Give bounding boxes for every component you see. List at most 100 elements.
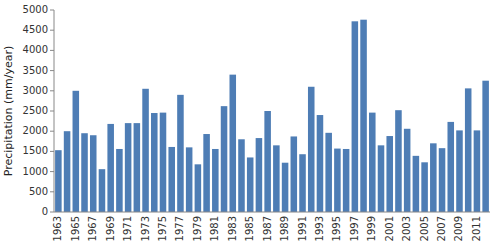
bar (73, 91, 80, 212)
bar (352, 21, 359, 212)
axes: 0 500 1000 1500 2000 2500 3000 3500 4000 4500 5000… (23, 4, 490, 241)
bar (160, 113, 167, 212)
bar (64, 131, 71, 212)
x-tick-label: 1973 (140, 216, 151, 241)
bar (55, 150, 62, 212)
y-tick-label: 3000 (23, 85, 48, 96)
x-tick-label: 1983 (227, 216, 238, 241)
x-tick-label: 1969 (105, 216, 116, 241)
x-tick-label: 1975 (157, 216, 168, 241)
bar (465, 88, 472, 212)
x-tick-label: 2011 (471, 216, 482, 241)
bar (474, 130, 481, 212)
y-tick (50, 90, 54, 91)
y-tick (50, 50, 54, 51)
y-tick (50, 10, 54, 11)
y-tick-label: 0 (42, 206, 48, 217)
bar (116, 149, 123, 212)
bar (142, 89, 149, 212)
bar (221, 106, 228, 212)
y-tick-label: 4000 (23, 44, 48, 55)
x-axis-line (54, 212, 490, 213)
y-tick (50, 212, 54, 213)
x-tick-label: 2005 (419, 216, 430, 241)
x-tick-label: 1993 (314, 216, 325, 241)
bar (273, 145, 280, 212)
bar (413, 156, 420, 212)
bar (282, 163, 289, 212)
bar (247, 157, 254, 212)
x-tick-label: 1971 (122, 216, 133, 241)
bar (186, 147, 193, 212)
bar (482, 81, 489, 212)
bar (203, 134, 210, 212)
bar (238, 139, 245, 212)
y-tick (50, 151, 54, 152)
y-tick (50, 191, 54, 192)
bar (264, 111, 271, 212)
x-tick-label: 1977 (174, 216, 185, 241)
bar (291, 136, 298, 212)
bar (125, 123, 132, 212)
bar (430, 143, 437, 212)
y-tick-label: 1000 (23, 166, 48, 177)
x-tick-label: 1995 (331, 216, 342, 241)
bar (421, 162, 428, 212)
x-tick-label: 1997 (349, 216, 360, 241)
x-tick-label: 2003 (401, 216, 412, 241)
bar (360, 20, 367, 212)
bar (81, 133, 88, 212)
bar (229, 75, 236, 212)
y-tick (50, 30, 54, 31)
y-tick-label: 5000 (23, 4, 48, 15)
bar (212, 149, 219, 212)
y-tick-label: 3500 (23, 65, 48, 76)
bar (378, 145, 385, 212)
bar (395, 110, 402, 212)
bar (90, 135, 97, 212)
bar (195, 164, 202, 212)
y-tick-label: 1500 (23, 145, 48, 156)
bar (334, 149, 341, 212)
bar (343, 149, 350, 212)
bar (168, 147, 175, 212)
bar (151, 113, 158, 212)
y-tick (50, 70, 54, 71)
x-tick-label: 1989 (279, 216, 290, 241)
x-tick-label: 2001 (384, 216, 395, 241)
bar (456, 130, 463, 212)
y-tick-label: 2500 (23, 105, 48, 116)
x-tick-label: 1965 (70, 216, 81, 241)
y-tick (50, 171, 54, 172)
bar (369, 113, 376, 212)
x-tick-label: 1999 (366, 216, 377, 241)
bar (256, 138, 263, 212)
bar (177, 95, 184, 212)
y-tick (50, 131, 54, 132)
x-tick-label: 1963 (52, 216, 63, 241)
bar (317, 115, 324, 212)
bar (134, 123, 141, 212)
x-tick-label: 1985 (244, 216, 255, 241)
x-tick-label: 2007 (436, 216, 447, 241)
bar (99, 169, 106, 212)
bar (107, 124, 114, 212)
bar (439, 148, 446, 212)
x-tick-label: 1991 (297, 216, 308, 241)
chart: 0 500 1000 1500 2000 2500 3000 3500 4000 4500 5000… (0, 0, 500, 252)
y-tick-label: 4500 (23, 24, 48, 35)
bar (308, 87, 315, 212)
x-tick-label: 1987 (262, 216, 273, 241)
y-tick-label: 2000 (23, 125, 48, 136)
y-tick (50, 111, 54, 112)
bar (404, 129, 411, 212)
y-tick-label: 500 (29, 186, 48, 197)
bars (55, 20, 489, 212)
bar (447, 122, 454, 212)
y-axis-label: Precipitation (mm/year) (2, 46, 15, 177)
x-tick-label: 2009 (453, 216, 464, 241)
bar (386, 136, 393, 212)
x-tick-label: 1967 (87, 216, 98, 241)
x-tick-label: 1981 (209, 216, 220, 241)
bar (299, 154, 306, 212)
